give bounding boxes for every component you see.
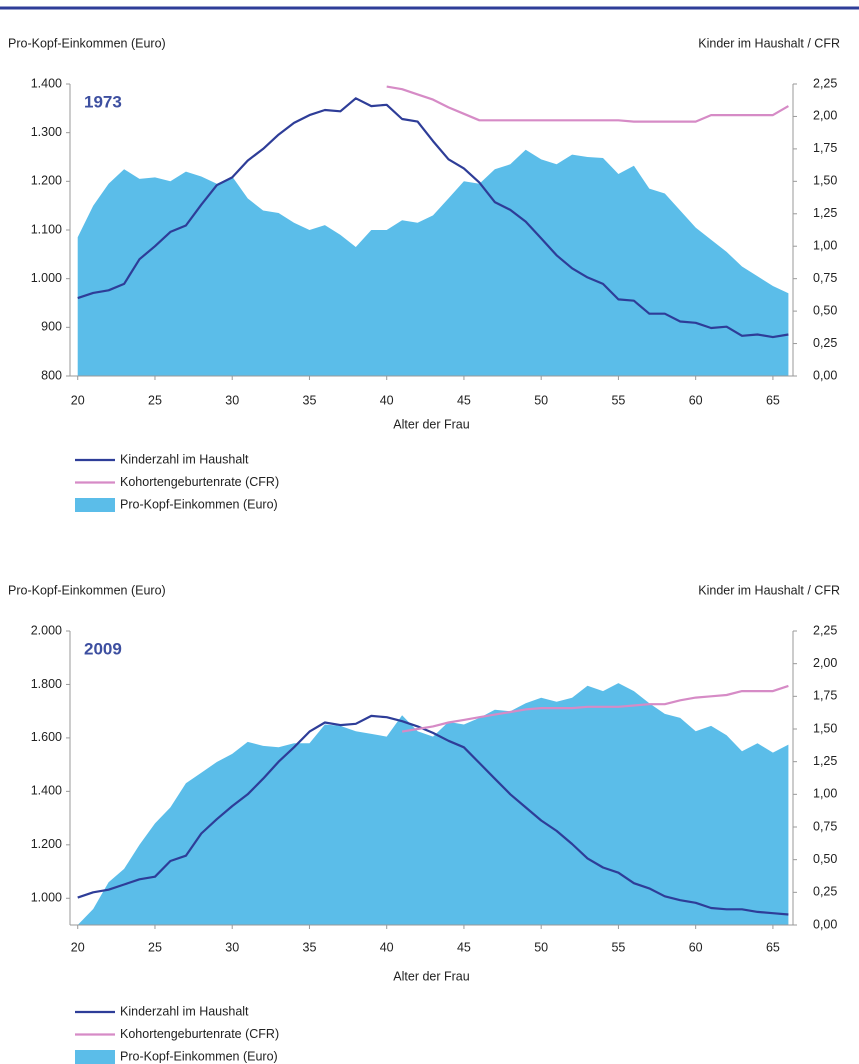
series-line xyxy=(77,97,789,339)
series-line xyxy=(401,684,789,733)
y-axis-label: Pro-Kopf-Einkommen (Euro) xyxy=(8,583,166,597)
y2-tick-label: 1,25 xyxy=(813,206,837,220)
y2-tick-label: 1,75 xyxy=(813,689,837,703)
y2-tick-label: 0,25 xyxy=(813,885,837,899)
y-axis-label: Pro-Kopf-Einkommen (Euro) xyxy=(8,36,166,50)
x-tick-label: 25 xyxy=(148,393,162,407)
x-tick-label: 45 xyxy=(457,393,471,407)
legend-swatch xyxy=(75,498,115,512)
y-tick-label: 1.400 xyxy=(31,76,62,90)
y2-tick-label: 1,75 xyxy=(813,141,837,155)
y2-tick-label: 0,50 xyxy=(813,303,837,317)
x-tick-label: 25 xyxy=(148,940,162,954)
income-area xyxy=(77,683,789,925)
x-tick-label: 45 xyxy=(457,940,471,954)
x-tick-label: 30 xyxy=(225,393,239,407)
y2-tick-label: 1,50 xyxy=(813,721,837,735)
y2-tick-label: 2,25 xyxy=(813,623,837,637)
plot xyxy=(77,85,789,376)
x-tick-label: 30 xyxy=(225,940,239,954)
legend-label: Kinderzahl im Haushalt xyxy=(120,1004,249,1018)
y2-tick-label: 0,00 xyxy=(813,368,837,382)
legend-label: Kohortengeburtenrate (CFR) xyxy=(120,1027,279,1041)
y2-tick-label: 1,25 xyxy=(813,754,837,768)
x-tick-label: 20 xyxy=(71,940,85,954)
x-tick-label: 50 xyxy=(534,393,548,407)
legend-label: Pro-Kopf-Einkommen (Euro) xyxy=(120,497,278,511)
x-axis-label: Alter der Frau xyxy=(393,969,469,983)
series-line xyxy=(77,714,789,916)
y2-tick-label: 2,00 xyxy=(813,656,837,670)
x-tick-label: 60 xyxy=(689,940,703,954)
x-tick-label: 40 xyxy=(380,393,394,407)
y-tick-label: 1.000 xyxy=(31,891,62,905)
x-tick-label: 35 xyxy=(303,393,317,407)
legend-label: Kohortengeburtenrate (CFR) xyxy=(120,475,279,489)
y2-tick-label: 1,50 xyxy=(813,174,837,188)
x-tick-label: 20 xyxy=(71,393,85,407)
x-tick-label: 40 xyxy=(380,940,394,954)
y-tick-label: 1.600 xyxy=(31,730,62,744)
legend-label: Pro-Kopf-Einkommen (Euro) xyxy=(120,1049,278,1063)
y-tick-label: 900 xyxy=(41,320,62,334)
y-tick-label: 1.200 xyxy=(31,837,62,851)
x-axis-label: Alter der Frau xyxy=(393,417,469,431)
legend-swatch xyxy=(75,1050,115,1064)
y2-tick-label: 0,00 xyxy=(813,917,837,931)
income-area xyxy=(77,149,789,376)
plot xyxy=(77,683,789,925)
x-tick-label: 55 xyxy=(611,393,625,407)
y2-tick-label: 2,00 xyxy=(813,109,837,123)
x-tick-label: 55 xyxy=(611,940,625,954)
y-tick-label: 1.200 xyxy=(31,174,62,188)
x-tick-label: 65 xyxy=(766,393,780,407)
panel-year: 2009 xyxy=(84,639,122,658)
y2-axis-label: Kinder im Haushalt / CFR xyxy=(698,36,840,50)
y2-tick-label: 0,50 xyxy=(813,852,837,866)
y-tick-label: 1.400 xyxy=(31,784,62,798)
x-tick-label: 35 xyxy=(303,940,317,954)
panel-year: 1973 xyxy=(84,92,122,111)
series-line xyxy=(386,85,789,123)
y2-tick-label: 2,25 xyxy=(813,76,837,90)
y-tick-label: 2.000 xyxy=(31,623,62,637)
legend-label: Kinderzahl im Haushalt xyxy=(120,452,249,466)
y2-tick-label: 0,75 xyxy=(813,819,837,833)
y2-tick-label: 1,00 xyxy=(813,239,837,253)
y-tick-label: 1.300 xyxy=(31,125,62,139)
y2-tick-label: 0,75 xyxy=(813,271,837,285)
x-tick-label: 65 xyxy=(766,940,780,954)
y2-tick-label: 1,00 xyxy=(813,787,837,801)
y-tick-label: 800 xyxy=(41,368,62,382)
y2-tick-label: 0,25 xyxy=(813,336,837,350)
y-tick-label: 1.000 xyxy=(31,271,62,285)
y-tick-label: 1.100 xyxy=(31,222,62,236)
y2-axis-label: Kinder im Haushalt / CFR xyxy=(698,583,840,597)
x-tick-label: 50 xyxy=(534,940,548,954)
x-tick-label: 60 xyxy=(689,393,703,407)
y-tick-label: 1.800 xyxy=(31,677,62,691)
